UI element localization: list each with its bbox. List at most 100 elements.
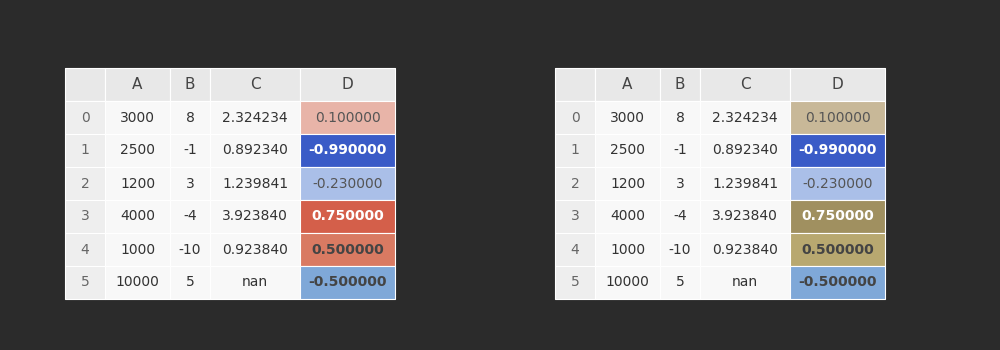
Bar xyxy=(555,167,595,200)
Text: 1200: 1200 xyxy=(610,176,645,190)
Text: 3.923840: 3.923840 xyxy=(712,210,778,224)
Text: B: B xyxy=(675,77,685,92)
Text: C: C xyxy=(740,77,750,92)
Bar xyxy=(790,68,885,101)
Bar xyxy=(555,134,595,167)
Bar xyxy=(105,167,170,200)
Bar xyxy=(210,266,300,299)
Text: 2: 2 xyxy=(81,176,89,190)
Text: 8: 8 xyxy=(186,111,194,125)
Text: 10000: 10000 xyxy=(116,275,159,289)
Text: 3: 3 xyxy=(571,210,579,224)
Text: 4000: 4000 xyxy=(610,210,645,224)
Text: 0.750000: 0.750000 xyxy=(311,210,384,224)
Text: A: A xyxy=(132,77,143,92)
Text: A: A xyxy=(622,77,633,92)
Text: 1.239841: 1.239841 xyxy=(222,176,288,190)
Text: 0.500000: 0.500000 xyxy=(801,243,874,257)
Bar xyxy=(300,134,395,167)
Text: -1: -1 xyxy=(183,144,197,158)
Text: 3.923840: 3.923840 xyxy=(222,210,288,224)
Bar xyxy=(105,101,170,134)
Bar xyxy=(660,200,700,233)
Text: 10000: 10000 xyxy=(606,275,649,289)
Text: -1: -1 xyxy=(673,144,687,158)
Text: D: D xyxy=(342,77,353,92)
Bar xyxy=(300,200,395,233)
Text: -0.230000: -0.230000 xyxy=(802,176,873,190)
Bar xyxy=(555,101,595,134)
Text: 1: 1 xyxy=(81,144,89,158)
Bar xyxy=(105,200,170,233)
Text: D: D xyxy=(832,77,843,92)
Bar xyxy=(790,200,885,233)
Text: -0.230000: -0.230000 xyxy=(312,176,383,190)
Bar xyxy=(555,68,595,101)
Bar xyxy=(700,134,790,167)
Bar xyxy=(790,233,885,266)
Text: B: B xyxy=(185,77,195,92)
Bar xyxy=(595,167,660,200)
Text: 2500: 2500 xyxy=(120,144,155,158)
Text: C: C xyxy=(250,77,260,92)
Text: 4000: 4000 xyxy=(120,210,155,224)
Text: 2500: 2500 xyxy=(610,144,645,158)
Bar xyxy=(660,68,700,101)
Bar xyxy=(210,101,300,134)
Bar xyxy=(65,233,105,266)
Bar xyxy=(595,68,660,101)
Bar xyxy=(700,101,790,134)
Text: 3000: 3000 xyxy=(610,111,645,125)
Text: 3000: 3000 xyxy=(120,111,155,125)
Bar xyxy=(300,233,395,266)
Bar xyxy=(65,101,105,134)
Bar xyxy=(660,101,700,134)
Text: nan: nan xyxy=(242,275,268,289)
Bar xyxy=(65,68,105,101)
Text: -0.990000: -0.990000 xyxy=(798,144,877,158)
Bar xyxy=(170,68,210,101)
Text: 5: 5 xyxy=(81,275,89,289)
Bar xyxy=(660,167,700,200)
Bar xyxy=(660,233,700,266)
Text: 5: 5 xyxy=(571,275,579,289)
Text: 0.892340: 0.892340 xyxy=(222,144,288,158)
Bar xyxy=(790,266,885,299)
Text: 5: 5 xyxy=(186,275,194,289)
Text: 0.892340: 0.892340 xyxy=(712,144,778,158)
Bar xyxy=(595,200,660,233)
Text: 8: 8 xyxy=(676,111,684,125)
Text: -0.500000: -0.500000 xyxy=(798,275,877,289)
Bar xyxy=(210,167,300,200)
Text: 0: 0 xyxy=(571,111,579,125)
Bar xyxy=(210,134,300,167)
Text: -0.990000: -0.990000 xyxy=(308,144,387,158)
Bar xyxy=(555,233,595,266)
Bar xyxy=(595,233,660,266)
Bar xyxy=(300,266,395,299)
Bar xyxy=(105,134,170,167)
Bar xyxy=(300,68,395,101)
Bar xyxy=(170,266,210,299)
Text: -0.500000: -0.500000 xyxy=(308,275,387,289)
Bar xyxy=(555,266,595,299)
Bar xyxy=(105,68,170,101)
Bar xyxy=(790,134,885,167)
Text: 0: 0 xyxy=(81,111,89,125)
Bar xyxy=(790,167,885,200)
Bar xyxy=(65,167,105,200)
Bar xyxy=(700,233,790,266)
Bar xyxy=(700,200,790,233)
Bar xyxy=(595,101,660,134)
Bar xyxy=(555,200,595,233)
Bar xyxy=(105,233,170,266)
Bar xyxy=(65,200,105,233)
Text: 2.324234: 2.324234 xyxy=(712,111,778,125)
Bar xyxy=(210,68,300,101)
Bar xyxy=(170,233,210,266)
Text: -10: -10 xyxy=(669,243,691,257)
Bar xyxy=(170,134,210,167)
Text: 0.100000: 0.100000 xyxy=(805,111,870,125)
Text: 1200: 1200 xyxy=(120,176,155,190)
Bar xyxy=(170,200,210,233)
